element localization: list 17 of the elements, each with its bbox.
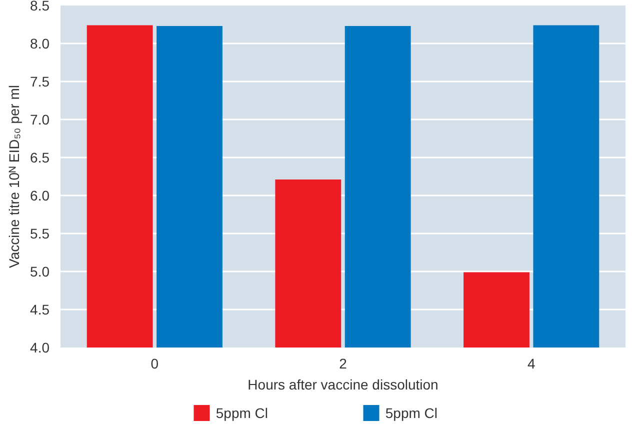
y-tick-label: 4.0 (30, 340, 50, 356)
x-axis-title: Hours after vaccine dissolution (248, 376, 438, 392)
y-tick-label: 7.5 (30, 74, 50, 90)
y-tick-label: 6.0 (30, 188, 50, 204)
legend-label: 5ppm Cl (385, 405, 438, 421)
y-tick-label: 7.0 (30, 112, 50, 128)
y-tick-label: 4.5 (30, 302, 50, 318)
x-tick-label: 0 (150, 356, 159, 372)
legend-label: 5ppm Cl (216, 405, 268, 421)
y-axis-title: Vaccine titre 10ᴺ EID₅₀ per ml (6, 85, 22, 268)
y-tick-label: 6.5 (30, 150, 50, 166)
y-tick-label: 8.0 (30, 36, 50, 52)
y-tick-label: 5.0 (30, 264, 50, 280)
x-tick-label: 2 (339, 356, 348, 372)
y-tick-label: 8.5 (30, 0, 50, 14)
x-tick-label: 4 (527, 356, 536, 372)
y-tick-label: 5.5 (30, 226, 50, 242)
